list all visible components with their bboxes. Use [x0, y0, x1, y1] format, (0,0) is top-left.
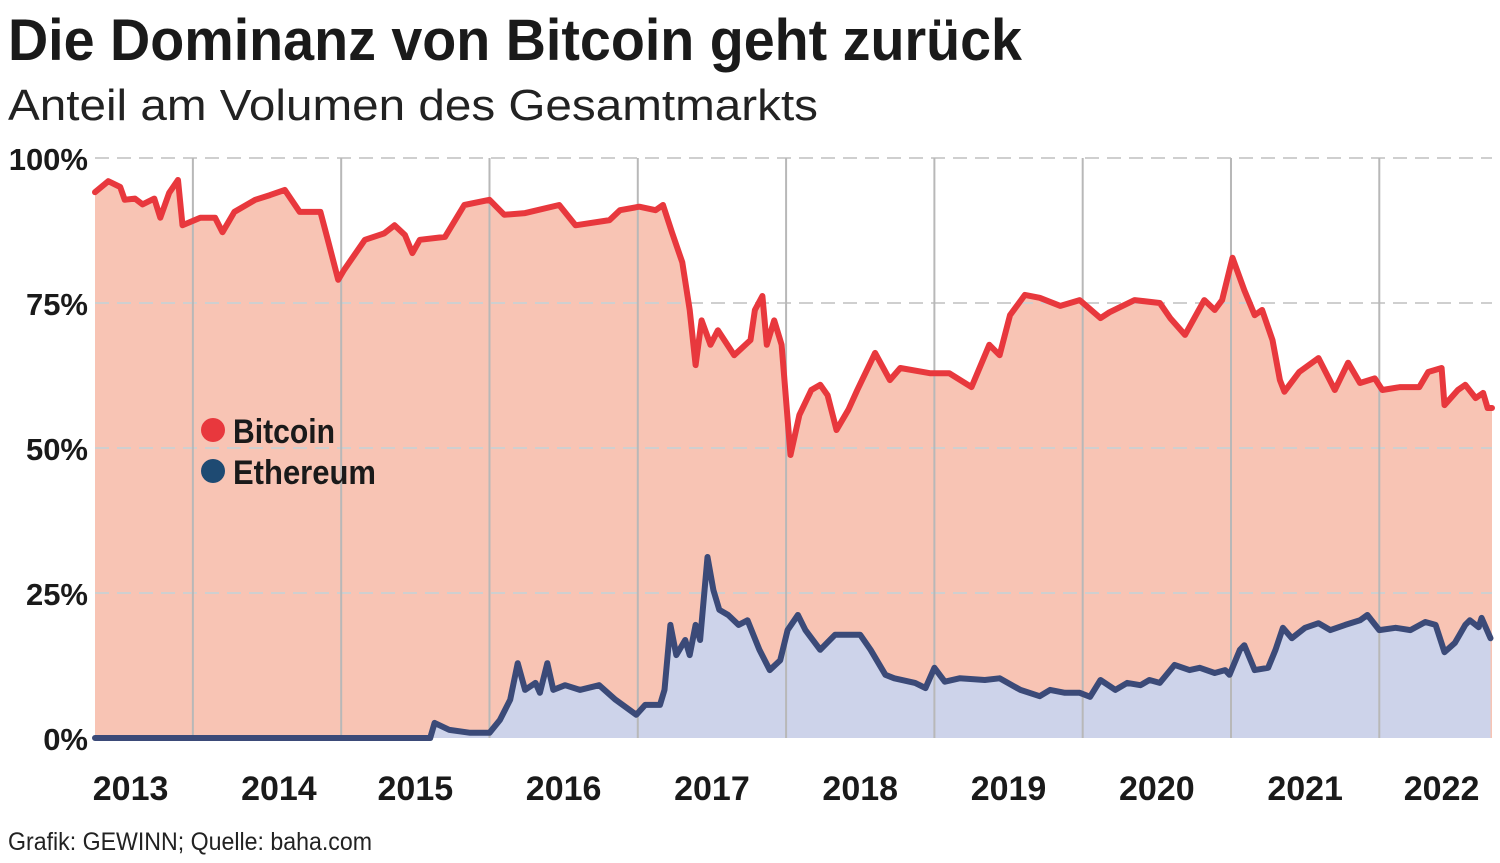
- legend: Bitcoin Ethereum: [201, 413, 376, 492]
- x-tick-label: 2018: [822, 770, 898, 808]
- x-tick-label: 2020: [1119, 770, 1195, 808]
- x-tick-label: 2017: [674, 770, 750, 808]
- line-bitcoin: [92, 177, 1495, 458]
- series-areas: [95, 180, 1492, 738]
- line-ethereum: [92, 554, 1494, 741]
- y-tick-label: 100%: [9, 142, 88, 177]
- legend-marker-bitcoin: [201, 418, 225, 442]
- x-tick-label: 2015: [378, 770, 454, 808]
- y-axis-ticks: 0% 25% 50% 75% 100%: [9, 142, 88, 757]
- y-tick-label: 0%: [43, 722, 88, 757]
- x-tick-label: 2016: [526, 770, 602, 808]
- legend-label-bitcoin: Bitcoin: [233, 413, 335, 451]
- legend-marker-ethereum: [201, 459, 225, 483]
- series-lines: [92, 177, 1495, 741]
- x-tick-label: 2013: [93, 770, 169, 808]
- area-ethereum: [95, 557, 1491, 738]
- x-tick-label: 2014: [241, 770, 317, 808]
- y-tick-label: 75%: [26, 287, 88, 322]
- chart-title: Die Dominanz von Bitcoin geht zurück: [8, 8, 1023, 73]
- x-tick-label: 2021: [1267, 770, 1343, 808]
- gridlines: [95, 157, 1492, 738]
- y-tick-label: 25%: [26, 577, 88, 612]
- area-bitcoin: [95, 180, 1492, 738]
- x-tick-label: 2019: [971, 770, 1047, 808]
- chart-subtitle: Anteil am Volumen des Gesamtmarkts: [8, 81, 818, 130]
- x-tick-label: 2022: [1404, 770, 1480, 808]
- y-tick-label: 50%: [26, 432, 88, 467]
- legend-label-ethereum: Ethereum: [233, 454, 376, 492]
- x-axis-ticks: 2013 2014 2015 2016 2017 2018 2019 2020 2021 2022: [93, 770, 1480, 808]
- source-note: Grafik: GEWINN; Quelle: baha.com: [8, 828, 372, 856]
